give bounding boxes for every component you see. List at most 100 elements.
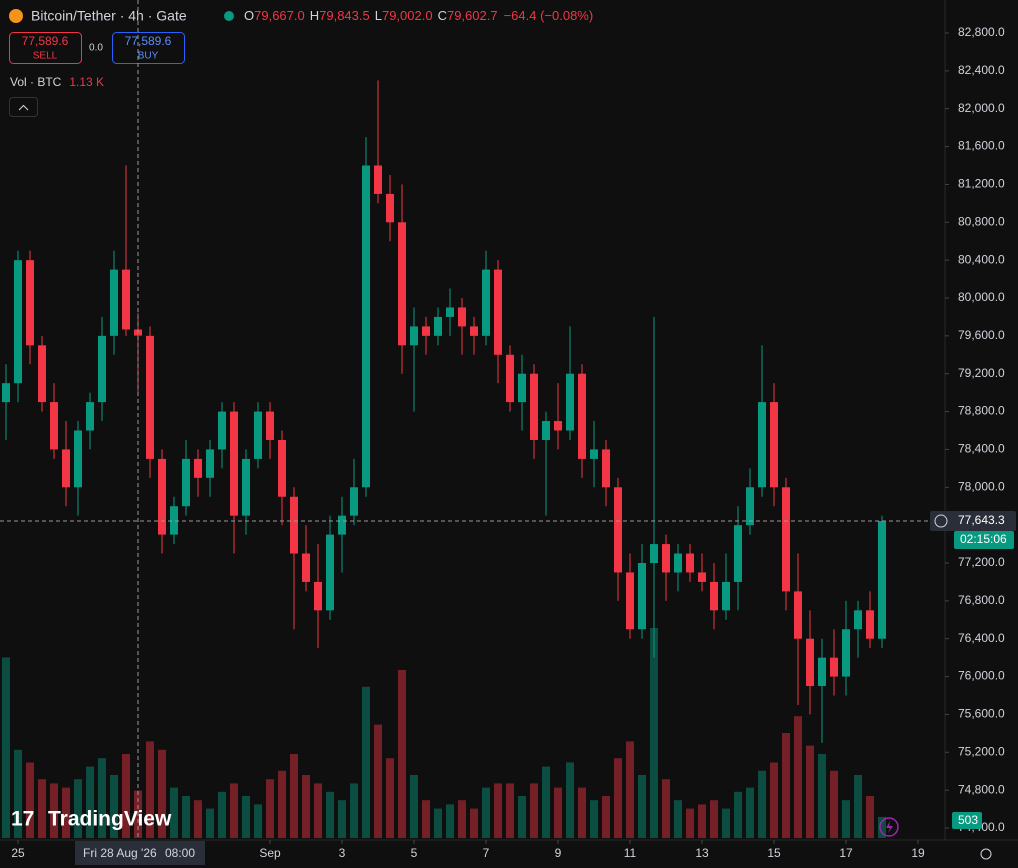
volume-bar (314, 783, 322, 838)
candle-body (194, 458, 202, 478)
volume-bar (710, 800, 718, 838)
volume-bar (302, 775, 310, 838)
volume-bar (206, 808, 214, 838)
coin-icon (9, 9, 23, 23)
volume-bar (806, 745, 814, 838)
y-tick-label: 75,600.0 (958, 707, 1005, 721)
candle-body (854, 610, 862, 630)
legend-value: 79,002.0 (382, 8, 433, 23)
volume-bar (98, 758, 106, 838)
y-tick-label: 80,800.0 (958, 214, 1005, 228)
candle-body (170, 506, 178, 535)
volume-bar (542, 766, 550, 838)
y-tick-label: 79,600.0 (958, 328, 1005, 342)
collapse-button[interactable] (9, 97, 38, 117)
volume-last-label: 503 (958, 813, 978, 827)
crosshair-time: 08:00 (165, 846, 195, 860)
candle-body (290, 496, 298, 554)
y-tick-label: 75,200.0 (958, 744, 1005, 758)
status-dot (224, 11, 234, 21)
y-tick-label: 77,200.0 (958, 555, 1005, 569)
volume-bar (470, 808, 478, 838)
volume-bar (242, 796, 250, 838)
legend-key: L (375, 8, 382, 23)
settings-icon[interactable] (980, 848, 992, 860)
y-tick-label: 76,000.0 (958, 669, 1005, 683)
candle-body (542, 421, 550, 440)
candle-body (758, 402, 766, 488)
candle-body (38, 345, 46, 403)
watermark-logo: 17 (11, 808, 34, 831)
legend-key: C (438, 8, 447, 23)
last-price-label: 77,643.3 (958, 513, 1005, 527)
volume-bar (146, 741, 154, 838)
candle-body (122, 269, 130, 330)
volume-bar (506, 783, 514, 838)
candle-body (242, 458, 250, 516)
volume-bar (170, 787, 178, 838)
candle-body (386, 193, 394, 223)
volume-bar (638, 775, 646, 838)
volume-bar (578, 787, 586, 838)
volume-bar (122, 754, 130, 838)
watermark: TradingView (48, 808, 172, 831)
volume-bar (338, 800, 346, 838)
candle-body (686, 553, 694, 573)
y-tick-label: 82,800.0 (958, 25, 1005, 39)
volume-bar (194, 800, 202, 838)
candle-body (590, 449, 598, 459)
candle-body (650, 544, 658, 563)
x-tick-label: 13 (695, 846, 709, 860)
y-tick-label: 81,600.0 (958, 139, 1005, 153)
candle-body (698, 572, 706, 582)
candle-body (314, 581, 322, 611)
x-tick-label: 17 (839, 846, 853, 860)
candle-body (626, 572, 634, 630)
candle-body (182, 458, 190, 507)
volume-bar (842, 800, 850, 838)
y-tick-label: 76,400.0 (958, 631, 1005, 645)
x-tick-label: 19 (911, 846, 925, 860)
volume-bar (74, 779, 82, 838)
candle-body (770, 402, 778, 488)
volume-bar (446, 804, 454, 838)
candle-body (338, 515, 346, 535)
volume-bar (410, 775, 418, 838)
volume-bar (830, 770, 838, 838)
countdown-box (954, 531, 1014, 550)
volume-bar (50, 783, 58, 838)
sell-button[interactable] (9, 32, 82, 64)
volume-bar (674, 800, 682, 838)
volume-bar (626, 741, 634, 838)
candle-body (470, 326, 478, 336)
volume-bar (878, 816, 886, 838)
candle-body (410, 326, 418, 346)
crosshair-add-icon[interactable] (934, 514, 948, 528)
candle-body (350, 487, 358, 516)
volume-label-box (952, 812, 982, 829)
volume-title: Vol · BTC (10, 75, 62, 89)
volume-bar (770, 762, 778, 838)
x-tick-label: 5 (411, 846, 418, 860)
volume-bar (326, 791, 334, 838)
alert-icon[interactable] (879, 817, 899, 837)
x-tick-label: 11 (624, 846, 637, 860)
candle-body (638, 563, 646, 630)
volume-bar (650, 628, 658, 838)
volume-bar (494, 783, 502, 838)
candle-body (302, 553, 310, 582)
volume-value: 1.13 K (69, 75, 104, 89)
volume-bar (734, 791, 742, 838)
y-tick-label: 80,400.0 (958, 252, 1005, 266)
volume-bar (518, 796, 526, 838)
candle-body (14, 260, 22, 384)
volume-bar (530, 783, 538, 838)
buy-button[interactable] (112, 32, 185, 64)
volume-bar (290, 754, 298, 838)
candle-body (398, 222, 406, 346)
volume-bar (818, 754, 826, 838)
candle-body (494, 269, 502, 355)
x-tick-label: Sep (259, 846, 281, 860)
